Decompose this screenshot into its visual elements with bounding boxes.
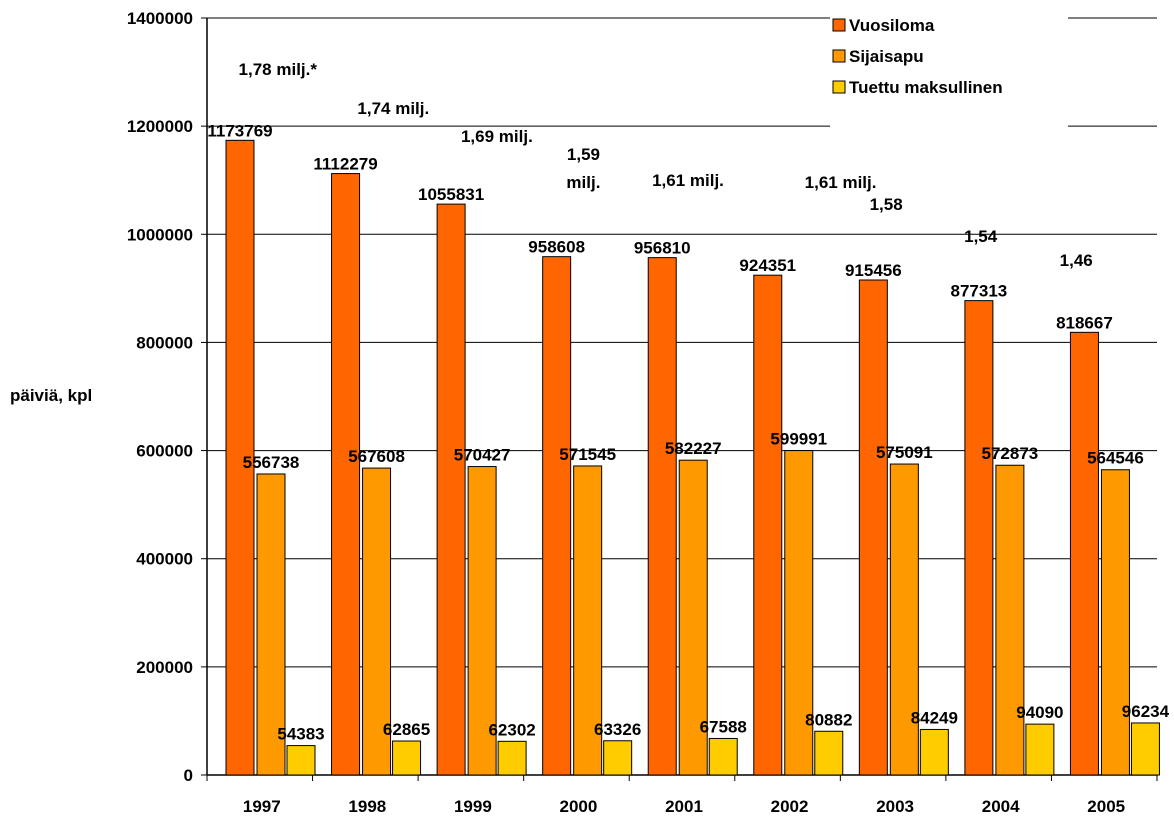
data-label: 1173769 bbox=[207, 121, 272, 140]
data-label: 915456 bbox=[845, 261, 902, 280]
bar-vuosiloma bbox=[753, 274, 783, 776]
y-tick-label: 0 bbox=[184, 766, 193, 785]
data-label: 62865 bbox=[383, 720, 430, 739]
data-label: 1055831 bbox=[418, 185, 484, 204]
bar-sijaisapu bbox=[256, 473, 286, 776]
bar-tuettu-maksullinen bbox=[814, 730, 844, 776]
bar-tuettu-maksullinen bbox=[708, 737, 738, 776]
bar-vuosiloma bbox=[331, 173, 361, 776]
y-tick-label: 400000 bbox=[136, 550, 193, 569]
bar-sijaisapu bbox=[467, 466, 497, 776]
x-tick-label: 2004 bbox=[982, 797, 1020, 816]
bar-tuettu-maksullinen bbox=[1025, 723, 1055, 776]
bar-tuettu-maksullinen bbox=[603, 740, 633, 776]
y-tick-label: 1200000 bbox=[127, 117, 193, 136]
data-label: 575091 bbox=[876, 443, 933, 462]
total-annotation: 1,69 milj. bbox=[461, 127, 533, 146]
total-annotation: 1,61 milj. bbox=[805, 173, 877, 192]
legend-swatch bbox=[832, 49, 846, 63]
x-tick-label: 1998 bbox=[348, 797, 386, 816]
bar-sijaisapu bbox=[889, 463, 919, 776]
bar-vuosiloma bbox=[964, 300, 994, 776]
data-label: 570427 bbox=[454, 446, 511, 465]
x-tick-label: 2000 bbox=[560, 797, 598, 816]
bar-sijaisapu bbox=[1100, 469, 1130, 776]
data-label: 572873 bbox=[982, 444, 1039, 463]
bar-tuettu-maksullinen bbox=[497, 740, 527, 776]
bar-vuosiloma bbox=[647, 257, 677, 776]
total-annotation: 1,46 bbox=[1060, 251, 1093, 270]
x-tick-label: 2002 bbox=[771, 797, 809, 816]
bar-sijaisapu bbox=[995, 464, 1025, 776]
y-tick-label: 200000 bbox=[136, 658, 193, 677]
bar-sijaisapu bbox=[573, 465, 603, 776]
data-label: 63326 bbox=[594, 720, 641, 739]
total-annotation: 1,58 bbox=[870, 195, 903, 214]
bar-vuosiloma bbox=[858, 279, 888, 776]
y-tick-label: 1400000 bbox=[127, 9, 193, 28]
data-label: 54383 bbox=[277, 725, 324, 744]
x-tick-label: 2003 bbox=[876, 797, 914, 816]
legend-label: Sijaisapu bbox=[849, 47, 924, 66]
data-label: 84249 bbox=[911, 708, 958, 727]
x-tick-label: 2005 bbox=[1087, 797, 1125, 816]
bar-sijaisapu bbox=[362, 467, 392, 776]
bar-vuosiloma bbox=[542, 256, 572, 776]
y-tick-label: 600000 bbox=[136, 442, 193, 461]
legend-label: Tuettu maksullinen bbox=[849, 78, 1003, 97]
total-annotation: 1,54 bbox=[964, 227, 998, 246]
data-label: 96234 bbox=[1122, 702, 1170, 721]
data-label: 556738 bbox=[243, 453, 300, 472]
data-label: 956810 bbox=[634, 239, 691, 258]
legend-box bbox=[830, 8, 1068, 144]
data-label: 564546 bbox=[1087, 449, 1144, 468]
bar-tuettu-maksullinen bbox=[286, 745, 316, 776]
bar-vuosiloma bbox=[1069, 331, 1099, 776]
data-label: 567608 bbox=[348, 447, 405, 466]
legend-swatch bbox=[832, 18, 846, 32]
bar-tuettu-maksullinen bbox=[1130, 722, 1160, 776]
data-label: 62302 bbox=[488, 720, 535, 739]
data-label: 67588 bbox=[700, 717, 747, 736]
data-label: 80882 bbox=[805, 710, 852, 729]
y-tick-label: 1000000 bbox=[127, 225, 193, 244]
data-label: 924351 bbox=[739, 256, 796, 275]
legend-label: Vuosiloma bbox=[849, 16, 935, 35]
y-axis-title: päiviä, kpl bbox=[10, 386, 92, 405]
legend-swatch bbox=[832, 80, 846, 94]
total-annotation: 1,78 milj.* bbox=[239, 60, 318, 79]
data-label: 818667 bbox=[1056, 313, 1113, 332]
bar-vuosiloma bbox=[436, 203, 466, 776]
bar-tuettu-maksullinen bbox=[392, 740, 422, 776]
bar-tuettu-maksullinen bbox=[919, 728, 949, 776]
data-label: 958608 bbox=[528, 238, 585, 257]
x-tick-label: 1999 bbox=[454, 797, 492, 816]
x-tick-label: 2001 bbox=[665, 797, 703, 816]
total-annotation: 1,74 milj. bbox=[357, 99, 429, 118]
data-label: 599991 bbox=[770, 430, 827, 449]
total-annotation: 1,59 bbox=[567, 145, 600, 164]
total-annotation: milj. bbox=[566, 173, 600, 192]
x-tick-label: 1997 bbox=[243, 797, 281, 816]
bar-sijaisapu bbox=[784, 450, 814, 776]
data-label: 877313 bbox=[951, 282, 1008, 301]
data-label: 94090 bbox=[1016, 703, 1063, 722]
data-label: 582227 bbox=[665, 439, 722, 458]
total-annotation: 1,61 milj. bbox=[652, 171, 724, 190]
bar-sijaisapu bbox=[678, 459, 708, 776]
data-label: 571545 bbox=[559, 445, 616, 464]
y-tick-label: 800000 bbox=[136, 333, 193, 352]
bar-vuosiloma bbox=[225, 139, 255, 776]
data-label: 1112279 bbox=[313, 155, 377, 174]
